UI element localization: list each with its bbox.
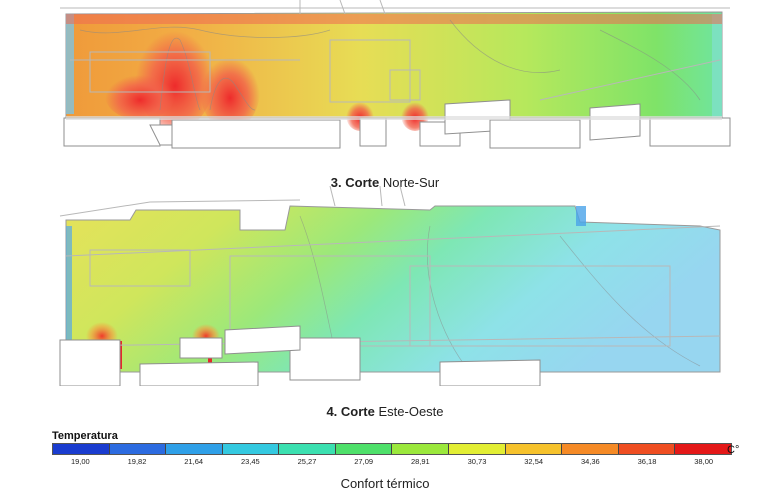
caption-section-3-bold: 3. Corte (331, 175, 379, 190)
legend-swatch (675, 444, 731, 454)
temperature-field-east-west (59, 185, 721, 387)
legend-tick-label: 19,00 (70, 457, 90, 466)
caption-section-3-label: Norte-Sur (382, 175, 440, 190)
caption-section-4-label-bold: Corte (340, 404, 375, 419)
caption-section-4-label: Este-Oeste (378, 404, 444, 419)
section-view-norte-sur (0, 0, 770, 160)
legend-swatch (335, 444, 393, 454)
temperature-legend: Temperatura 19,00 19,82 21,64 23,45 25,27 27,… (52, 430, 742, 470)
legend-title: Temperatura (52, 430, 118, 442)
legend-tick-label: 21,64 (184, 457, 204, 466)
legend-tick-label: 34,36 (580, 457, 600, 466)
caption-section-3-label-bold: Corte (345, 175, 380, 190)
figure-caption: Confort térmico (340, 476, 430, 491)
caption-section-4: 4. Corte Este-Oeste (0, 404, 770, 419)
legend-swatch (505, 444, 563, 454)
legend-color-scale (52, 443, 732, 455)
legend-tick-label: 19,82 (127, 457, 147, 466)
legend-swatch (449, 444, 506, 454)
legend-swatch (392, 444, 450, 454)
caption-section-4-number: 4. (326, 404, 338, 419)
caption-section-3: 3. Corte Norte-Sur (0, 175, 770, 190)
legend-swatch (279, 444, 336, 454)
legend-swatch (222, 444, 280, 454)
caption-section-4-bold: 4. Corte (326, 404, 374, 419)
legend-tick-label: 28,91 (410, 457, 430, 466)
legend-swatch (166, 444, 223, 454)
legend-tick-label: 38,00 (694, 457, 714, 466)
legend-tick-label: 30,73 (467, 457, 487, 466)
legend-tick-labels: 19,00 19,82 21,64 23,45 25,27 27,09 28,91 30,73… (52, 457, 732, 469)
temperature-field-north-south (60, 0, 731, 149)
section-view-este-oeste (0, 185, 770, 387)
legend-unit: C° (727, 444, 740, 456)
legend-swatch (562, 444, 619, 454)
legend-swatch (53, 444, 110, 454)
legend-swatch (109, 444, 167, 454)
legend-tick-label: 32,54 (524, 457, 544, 466)
legend-tick-label: 36,18 (637, 457, 657, 466)
legend-tick-label: 27,09 (354, 457, 374, 466)
legend-tick-label: 25,27 (297, 457, 317, 466)
legend-swatch (618, 444, 676, 454)
caption-section-3-number: 3. (330, 175, 342, 190)
legend-tick-label: 23,45 (240, 457, 260, 466)
